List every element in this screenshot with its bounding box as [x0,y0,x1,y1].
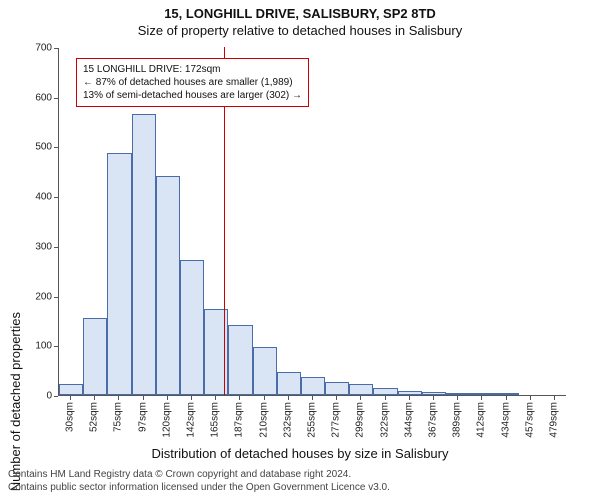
annotation-line-3: 13% of semi-detached houses are larger (… [83,89,302,102]
chart-title-main: 15, LONGHILL DRIVE, SALISBURY, SP2 8TD [0,0,600,21]
y-tick-label: 200 [0,291,52,302]
y-tick-label: 100 [0,341,52,352]
histogram-bar [470,393,494,395]
histogram-bar [107,153,131,395]
annotation-box: 15 LONGHILL DRIVE: 172sqm ← 87% of detac… [76,58,309,107]
histogram-bar [373,388,397,395]
x-tick-label: 97sqm [137,402,148,432]
x-tick-label: 322sqm [379,402,390,438]
histogram-bar [349,384,373,395]
chart-title-sub: Size of property relative to detached ho… [0,21,600,42]
x-tick-label: 165sqm [210,402,221,438]
footer-line-1: Contains HM Land Registry data © Crown c… [8,468,592,481]
histogram-bar [83,318,107,395]
histogram-bar [301,377,325,395]
x-tick-label: 75sqm [113,402,124,432]
annotation-line-2: ← 87% of detached houses are smaller (1,… [83,76,302,89]
x-tick-label: 187sqm [234,402,245,438]
x-tick-label: 389sqm [452,402,463,438]
y-tick-label: 300 [0,241,52,252]
x-tick-label: 434sqm [500,402,511,438]
y-tick-label: 600 [0,92,52,103]
histogram-bar [253,347,277,395]
x-tick-label: 479sqm [548,402,559,438]
y-tick-label: 400 [0,192,52,203]
chart-container: 15, LONGHILL DRIVE, SALISBURY, SP2 8TD S… [0,0,600,500]
histogram-bar [277,372,301,395]
x-tick-label: 277sqm [331,402,342,438]
y-tick-label: 700 [0,43,52,54]
histogram-bar [325,382,349,395]
histogram-bar [59,384,83,395]
histogram-bar [228,325,252,395]
x-tick-label: 299sqm [355,402,366,438]
histogram-bar [494,393,518,395]
histogram-bar [132,114,156,395]
x-tick-label: 142sqm [186,402,197,438]
histogram-bar [422,392,446,395]
x-axis-label: Distribution of detached houses by size … [0,446,600,461]
y-axis-label: Number of detached properties [8,312,23,491]
y-tick-label: 500 [0,142,52,153]
x-tick-label: 120sqm [161,402,172,438]
histogram-bar [156,176,180,395]
histogram-bar [180,260,204,395]
x-tick-label: 30sqm [65,402,76,432]
footer-line-2: Contains public sector information licen… [8,481,592,494]
histogram-bar [446,393,470,395]
x-tick-label: 232sqm [282,402,293,438]
footer: Contains HM Land Registry data © Crown c… [0,468,600,494]
x-tick-label: 457sqm [524,402,535,438]
x-tick-label: 412sqm [476,402,487,438]
x-tick-label: 210sqm [258,402,269,438]
annotation-line-1: 15 LONGHILL DRIVE: 172sqm [83,63,302,76]
histogram-bar [398,391,422,395]
x-tick-label: 344sqm [403,402,414,438]
x-tick-label: 52sqm [89,402,100,432]
x-tick-label: 367sqm [427,402,438,438]
y-tick-label: 0 [0,391,52,402]
x-tick-label: 255sqm [307,402,318,438]
